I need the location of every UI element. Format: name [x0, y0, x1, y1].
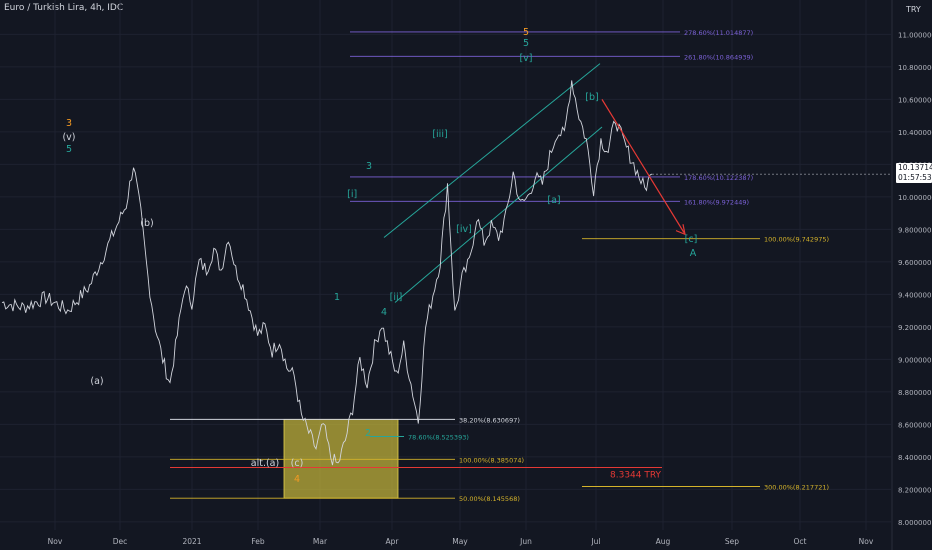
x-tick-label: Oct	[794, 537, 807, 546]
y-tick-label: 9.200000	[898, 324, 931, 332]
wave-label: 3	[66, 118, 72, 129]
fib-level-label: 100.00%(8.385074)	[459, 456, 524, 464]
wave-label: (b)	[140, 218, 153, 229]
y-tick-label: 8.200000	[898, 486, 931, 494]
currency-label: TRY	[905, 5, 921, 14]
price-line-label: 8.3344 TRY	[610, 471, 662, 481]
wave-label: 1	[334, 292, 340, 303]
x-tick-label: Jul	[590, 537, 600, 546]
wave-label: [v]	[519, 53, 532, 64]
wave-label: 5	[523, 27, 529, 38]
wave-label: [a]	[547, 195, 560, 206]
y-tick-label: 8.800000	[898, 389, 931, 397]
wave-label: [i]	[347, 189, 357, 200]
fib-level-label: 178.60%(10.122387)	[684, 174, 753, 182]
wave-label: A	[690, 248, 697, 259]
wave-label: [iii]	[432, 129, 447, 140]
wave-label: alt.(a)	[251, 458, 279, 469]
x-tick-label: Apr	[386, 537, 400, 546]
x-tick-label: Dec	[113, 537, 128, 546]
fib-level-label: 50.00%(8.145568)	[459, 495, 520, 503]
y-tick-label: 8.000000	[898, 519, 931, 527]
fib-level-label: 278.60%(11.014877)	[684, 29, 753, 37]
x-tick-label: Aug	[656, 537, 671, 546]
channel-lower	[394, 126, 603, 303]
x-tick-label: May	[452, 537, 468, 546]
wave-label: 2	[365, 428, 371, 439]
fib-zone	[283, 418, 399, 499]
projection-arrow	[601, 99, 685, 233]
wave-label: (a)	[90, 376, 103, 387]
x-tick-label: Sep	[725, 537, 739, 546]
wave-label: [ii]	[390, 292, 403, 303]
y-tick-label: 9.400000	[898, 291, 931, 299]
x-tick-label: Nov	[859, 537, 874, 546]
price-series	[1, 80, 653, 466]
wave-label: 5	[523, 38, 529, 49]
y-tick-label: 10.800000	[898, 64, 932, 72]
y-tick-label: 10.000000	[898, 194, 932, 202]
wave-label: 3	[366, 161, 372, 172]
wave-label: [c]	[685, 234, 698, 245]
x-tick-label: Nov	[48, 537, 63, 546]
y-tick-label: 9.000000	[898, 356, 931, 364]
wave-label: [b]	[585, 92, 598, 103]
x-tick-label: Jun	[519, 537, 532, 546]
y-tick-label: 9.600000	[898, 259, 931, 267]
wave-label: (v)	[62, 132, 75, 143]
y-tick-label: 8.400000	[898, 454, 931, 462]
countdown-value: 01:57:53	[898, 173, 932, 182]
y-tick-label: 8.600000	[898, 421, 931, 429]
x-tick-label: Feb	[251, 537, 265, 546]
x-tick-label: Mar	[313, 537, 328, 546]
y-tick-label: 9.800000	[898, 226, 931, 234]
price-axis	[892, 0, 932, 550]
y-tick-label: 10.600000	[898, 96, 932, 104]
fib-level-label: 100.00%(9.742975)	[764, 236, 829, 244]
fib-level-label: 38.20%(8.630697)	[459, 416, 520, 424]
wave-label: (c)	[291, 458, 304, 469]
fib-level-label: 78.60%(8.525393)	[408, 433, 469, 441]
fib-level-label: 261.80%(10.864939)	[684, 53, 753, 61]
wave-label: [iv]	[456, 224, 472, 235]
projection-arrow-head	[675, 224, 686, 236]
fib-level-label: 161.80%(9.972449)	[684, 198, 749, 206]
y-tick-label: 10.400000	[898, 129, 932, 137]
wave-label: 4	[381, 307, 387, 318]
x-tick-label: 2021	[182, 537, 201, 546]
wave-label: 4	[294, 474, 300, 485]
chart-title: Euro / Turkish Lira, 4h, IDC	[4, 3, 124, 13]
fib-level-label: 300.00%(8.217721)	[764, 483, 829, 491]
y-tick-label: 11.000000	[898, 31, 932, 39]
wave-label: 5	[66, 144, 72, 155]
channel-upper	[383, 63, 601, 238]
